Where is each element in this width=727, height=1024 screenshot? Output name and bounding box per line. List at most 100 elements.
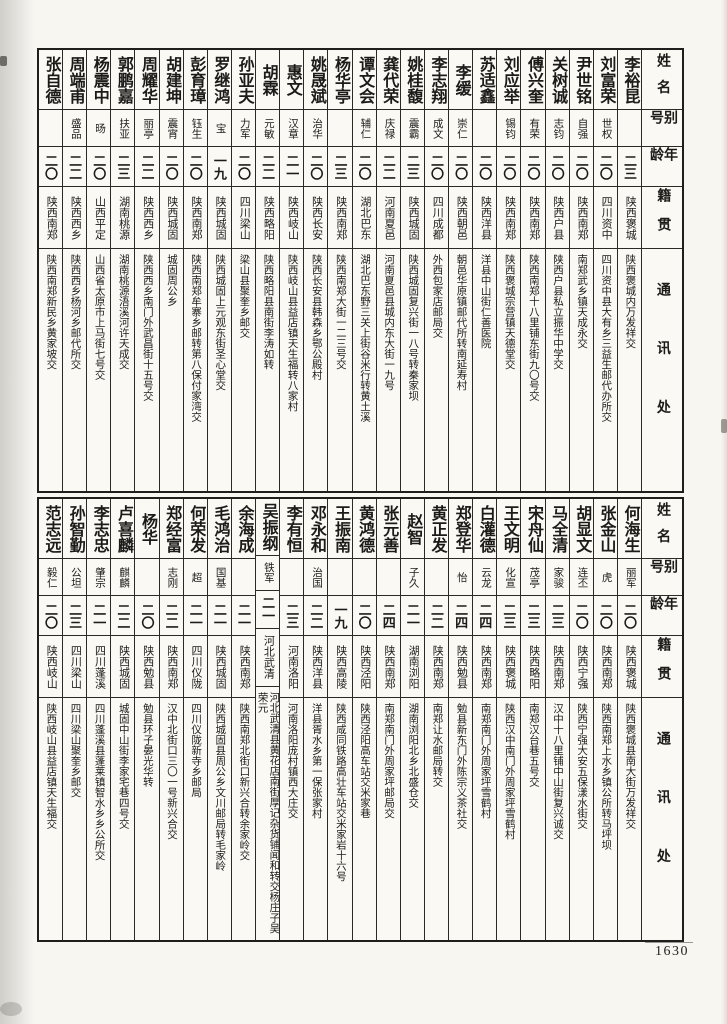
directory-entry-column: 郑经富 志刚 二二 陕西南郑 汉中北街口三〇一号新兴合交 — [158, 499, 183, 940]
entry-alias: 汉章 — [280, 110, 304, 147]
entry-name: 黄正发 — [424, 499, 448, 559]
entry-name: 孙智勤 — [63, 499, 87, 559]
entry-address: 陕西岐山县益店镇天生福交 — [45, 703, 57, 829]
entry-origin: 陕西勉县 — [449, 636, 473, 698]
entry-address: 陕西户县私立振华中学交 — [551, 254, 563, 370]
entry-age: 二〇 — [424, 147, 448, 187]
entry-age: 二三 — [617, 147, 641, 187]
directory-entry-column: 刘应举 锡钧 二〇 陕西南郑 陕西褒城宗营镇天德堂交 — [496, 50, 521, 491]
entry-address: 朝邑华原镇邮代所转南延寿村 — [455, 254, 467, 391]
entry-age: 二〇 — [38, 596, 62, 636]
entry-address: 河北武清县黄花店南街厚记杂货铺闻和转交杨庄子吴荣元 — [256, 692, 280, 934]
entry-name: 惠文 — [280, 50, 304, 110]
entry-address: 陕西南郑上水乡镇公所转马坪坝 — [600, 703, 612, 850]
entry-origin: 陕西朝邑 — [449, 187, 473, 249]
entry-address: 南郑南门外周家坪邮局交 — [383, 703, 395, 819]
directory-table-upper: 姓名 别号 年龄 籍贯 通讯处 李裕昆 二三 陕西褒城 陕西褒城内万发祥交 刘富… — [37, 48, 684, 493]
entry-age: 二〇 — [569, 596, 593, 636]
directory-entry-column: 关树诚 志钧 二〇 陕西户县 陕西户县私立振华中学交 — [544, 50, 569, 491]
entry-alias: 超 — [183, 559, 207, 596]
entry-address: 四川梁山聚奎乡邮交 — [69, 703, 81, 798]
entry-origin: 河北武清 — [256, 629, 280, 688]
entry-name: 李缓 — [449, 50, 473, 110]
entry-address: 陕西岐山县益店镇天生福转八家村 — [286, 254, 298, 412]
entry-age: 二二 — [424, 596, 448, 636]
entry-address: 陕西褒城县南大街万发祥交 — [624, 703, 636, 829]
directory-entry-column: 何荣发 超 二一 四川仪陇 四川仪陇新寺乡邮局 — [182, 499, 207, 940]
header-origin: 籍贯 — [642, 187, 682, 249]
entry-alias: 辅仁 — [352, 110, 376, 147]
entry-origin: 陕西略阳 — [521, 636, 545, 698]
entry-address: 城固周公乡 — [165, 254, 177, 307]
directory-entry-column: 王振南 一九 陕西高陵 陕西咸同铁路高壮车站交米家岩十六号 — [327, 499, 352, 940]
entry-origin: 陕西南郑 — [497, 187, 521, 249]
directory-entry-column: 罗继鸿 宝 一九 陕西城固 陕西城固上元观东街圣心堂交 — [206, 50, 231, 491]
entry-alias — [135, 559, 159, 596]
entry-origin: 山西平定 — [87, 187, 111, 249]
entry-alias: 子久 — [400, 559, 424, 596]
entry-origin: 陕西南郑 — [521, 187, 545, 249]
entry-origin: 陕西南郑 — [376, 636, 400, 698]
entry-address: 湖南桃源浯溪河许天成交 — [117, 254, 129, 370]
entry-name: 何荣发 — [183, 499, 207, 559]
entry-alias: 肇宗 — [87, 559, 111, 596]
entry-address: 陕西咸同铁路高壮车站交米家岩十六号 — [334, 703, 346, 882]
header-origin: 籍贯 — [642, 636, 682, 698]
entry-name: 周耀华 — [135, 50, 159, 110]
directory-entry-column: 张金山 虎 二〇 陕西南郑 陕西南郑上水乡镇公所转马坪坝 — [592, 499, 617, 940]
entry-name: 李志翔 — [424, 50, 448, 110]
entry-address: 四川资中县大有乡三益生邮代办所交 — [600, 254, 612, 422]
scan-artifact — [721, 419, 727, 433]
entry-address: 陕西城固县周公乡文川邮局转毛家岭 — [214, 703, 226, 871]
entry-name: 何海生 — [617, 499, 641, 559]
entry-address: 洋县中山街仁善医院 — [479, 254, 491, 349]
entry-address: 城固中山街李家宅巷四号交 — [117, 703, 129, 829]
entry-name: 姚桂馥 — [400, 50, 424, 110]
entry-address: 四川仪陇新寺乡邮局 — [190, 703, 202, 798]
header-address: 通讯处 — [654, 281, 670, 459]
entry-age: 二〇 — [593, 596, 617, 636]
directory-entry-column: 惠文 汉章 二一 陕西岐山 陕西岐山县益店镇天生福转八家村 — [279, 50, 304, 491]
page-number: 1630 — [645, 942, 693, 960]
entry-name: 王文明 — [497, 499, 521, 559]
entry-origin: 陕西南郑 — [473, 636, 497, 698]
entry-alias — [231, 559, 255, 596]
entry-name: 杨华亭 — [328, 50, 352, 110]
directory-entry-column: 张元善 二四 陕西南郑 南郑南门外周家坪邮局交 — [375, 499, 400, 940]
entry-address: 陕西西乡南门外武昌街十五号交 — [141, 254, 153, 401]
entry-address: 汉中北街口三〇一号新兴合交 — [165, 703, 177, 840]
entry-alias: 家骏 — [545, 559, 569, 596]
entry-age: 二三 — [545, 596, 569, 636]
directory-entry-column: 李有恒 二三 河南洛阳 河南洛阳庞村镇西大庄交 — [279, 499, 304, 940]
entry-alias: 有荣 — [521, 110, 545, 147]
entry-age: 二二 — [256, 147, 280, 187]
entry-name: 郑经富 — [159, 499, 183, 559]
entry-name: 谭文会 — [352, 50, 376, 110]
entry-origin: 陕西褒城 — [617, 187, 641, 249]
entry-origin: 陕西南郑 — [328, 187, 352, 249]
entry-origin: 陕西南郑 — [593, 636, 617, 698]
entry-age: 二二 — [376, 147, 400, 187]
entry-age: 二二 — [111, 596, 135, 636]
entry-age: 二三 — [63, 596, 87, 636]
entry-alias: 自强 — [569, 110, 593, 147]
entry-origin: 陕西南郑 — [424, 636, 448, 698]
directory-entry-column: 孙智勤 公坦 二三 四川梁山 四川梁山聚奎乡邮交 — [62, 499, 87, 940]
entry-age: 二三 — [280, 596, 304, 636]
entry-origin: 陕西洋县 — [473, 187, 497, 249]
directory-entry-column: 赵智 子久 二一 湖南浏阳 湖南浏阳北乡北盛仓交 — [399, 499, 424, 940]
directory-entry-column: 何海生 丽军 二〇 陕西褒城 陕西褒城县南大街万发祥交 — [616, 499, 641, 940]
entry-origin: 陕西略阳 — [256, 187, 280, 249]
entry-origin: 陕西城固 — [111, 636, 135, 698]
header-alias: 别号 — [642, 559, 682, 596]
header-alias: 别号 — [642, 110, 682, 147]
directory-entry-column: 李缓 崇仁 二〇 陕西朝邑 朝邑华原镇邮代所转南延寿村 — [448, 50, 473, 491]
entry-age: 二一 — [231, 596, 255, 636]
entry-origin: 四川成都 — [424, 187, 448, 249]
entry-alias: 盛品 — [63, 110, 87, 147]
entry-name: 龚代荣 — [376, 50, 400, 110]
entry-age: 二二 — [135, 147, 159, 187]
entry-origin: 陕西西乡 — [63, 187, 87, 249]
table-header-column: 姓名 别号 年龄 籍贯 通讯处 — [641, 499, 682, 940]
entry-alias: 连丕 — [569, 559, 593, 596]
